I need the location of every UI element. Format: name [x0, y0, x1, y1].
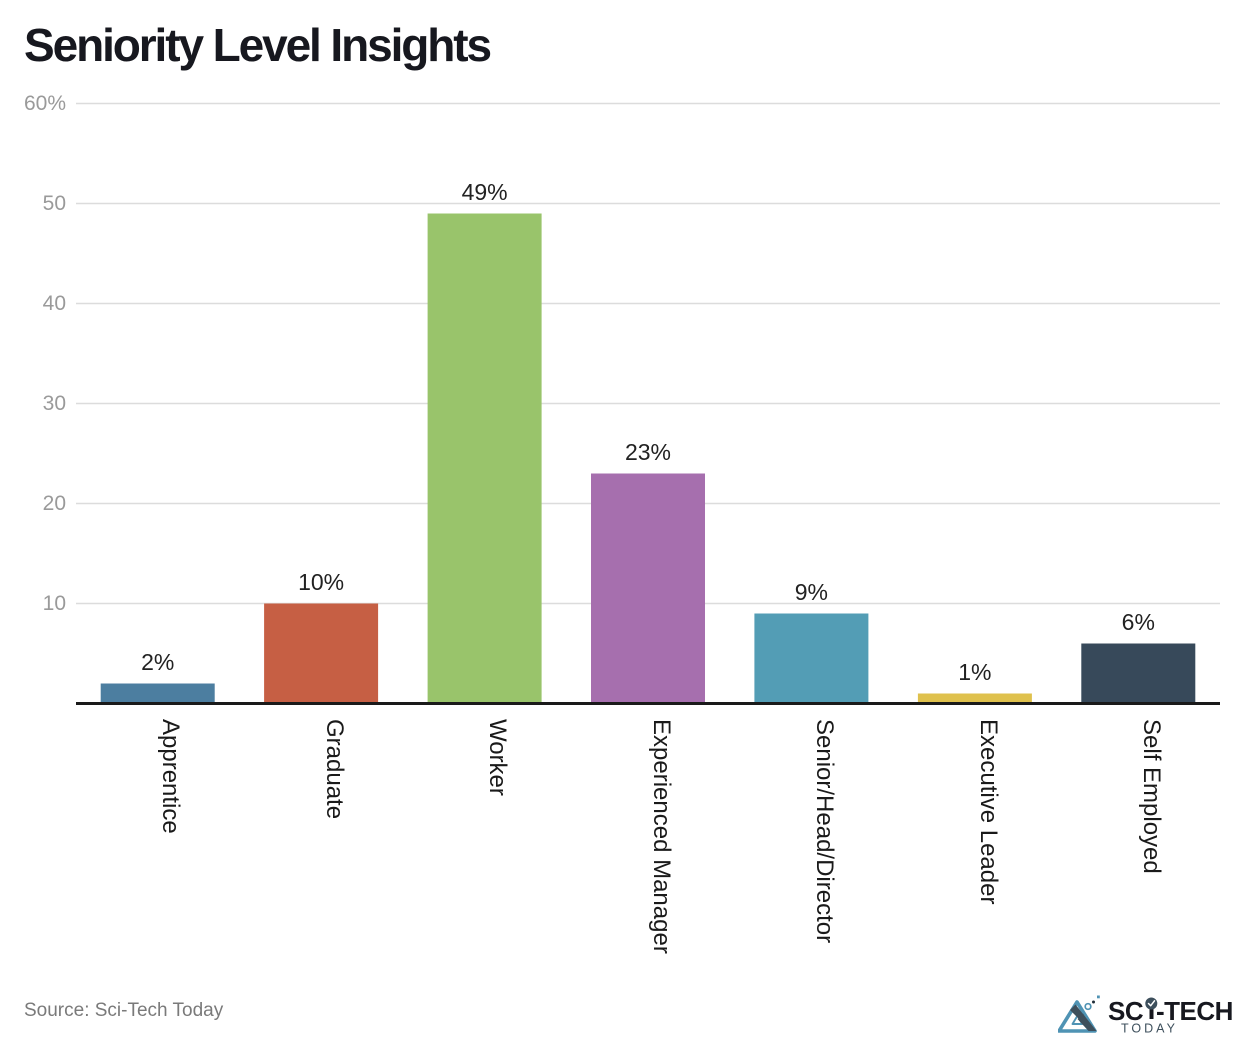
svg-text:1%: 1% — [958, 659, 991, 685]
svg-text:Senior/Head/Director: Senior/Head/Director — [811, 719, 838, 943]
svg-text:50: 50 — [43, 192, 66, 215]
svg-text:TODAY: TODAY — [1121, 1022, 1178, 1035]
svg-text:10: 10 — [43, 592, 66, 615]
svg-text:Executive Leader: Executive Leader — [975, 719, 1002, 904]
svg-text:30: 30 — [43, 392, 66, 415]
svg-text:23%: 23% — [625, 439, 671, 465]
svg-text:6%: 6% — [1122, 609, 1155, 635]
svg-text:49%: 49% — [462, 179, 508, 205]
svg-text:10%: 10% — [298, 569, 344, 595]
svg-text:40: 40 — [43, 292, 66, 315]
svg-text:Apprentice: Apprentice — [157, 719, 184, 834]
svg-text:9%: 9% — [795, 579, 828, 605]
svg-text:60%: 60% — [24, 92, 66, 115]
svg-text:2%: 2% — [141, 649, 174, 675]
svg-text:20: 20 — [43, 492, 66, 515]
svg-text:Experienced Manager: Experienced Manager — [648, 719, 675, 954]
svg-text:Worker: Worker — [484, 719, 511, 796]
svg-text:Self Employed: Self Employed — [1138, 719, 1165, 874]
svg-text:Graduate: Graduate — [321, 719, 348, 819]
